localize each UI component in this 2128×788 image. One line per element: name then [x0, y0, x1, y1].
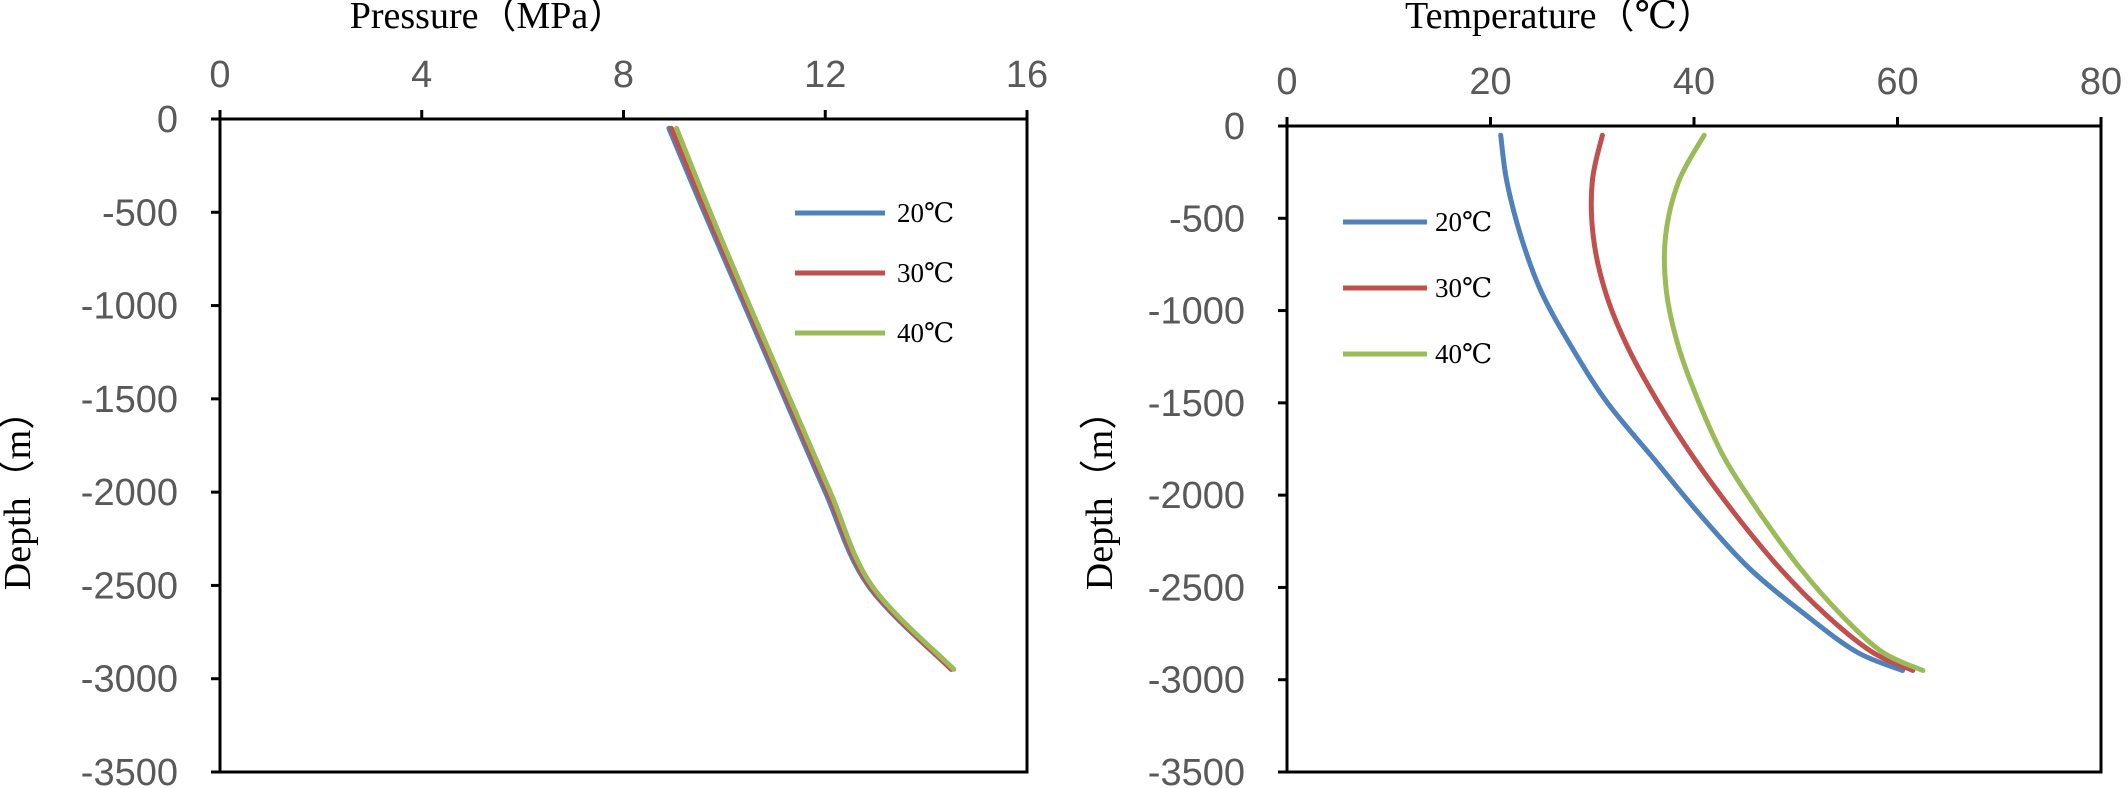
pressure-y-tick-label: -500 — [102, 192, 178, 234]
pressure-y-tick-label: -2000 — [81, 472, 178, 514]
temperature-series-line-40C — [1661, 132, 1926, 673]
pressure-y-axis-title: Depth（m） — [0, 392, 39, 590]
temperature-y-tick-label: -2000 — [1148, 475, 1245, 517]
temperature-legend-label: 40℃ — [1435, 339, 1492, 369]
pressure-y-tick-label: -1000 — [81, 286, 178, 328]
temperature-x-tick-label: 0 — [1276, 61, 1297, 103]
temperature-series-line-30C — [1588, 132, 1916, 673]
pressure-y-tick-label: -3000 — [81, 659, 178, 701]
pressure-y-tick-label: -3500 — [81, 752, 178, 788]
pressure-y-tick-label: -2500 — [81, 565, 178, 607]
temperature-y-tick-label: -3000 — [1148, 660, 1245, 702]
temperature-y-tick-label: -2500 — [1148, 567, 1245, 609]
pressure-x-tick-label: 16 — [1006, 54, 1048, 96]
temperature-legend-label: 20℃ — [1435, 207, 1492, 237]
pressure-x-tick-label: 8 — [613, 54, 634, 96]
temperature-x-tick-label: 40 — [1673, 61, 1715, 103]
pressure-legend-label: 20℃ — [897, 198, 954, 228]
pressure-x-axis-title: Pressure（MPa） — [350, 0, 627, 37]
temperature-y-tick-label: 0 — [1224, 106, 1245, 148]
pressure-legend-label: 40℃ — [897, 318, 954, 348]
pressure-x-tick-label: 0 — [209, 54, 230, 96]
pressure-legend-label: 30℃ — [897, 258, 954, 288]
pressure-x-tick-label: 12 — [804, 54, 846, 96]
temperature-legend-label: 30℃ — [1435, 273, 1492, 303]
temperature-y-tick-label: -1000 — [1148, 291, 1245, 333]
pressure-y-tick-label: 0 — [157, 99, 178, 141]
temperature-x-tick-label: 20 — [1469, 61, 1511, 103]
pressure-series-line-40C — [674, 125, 957, 672]
temperature-chart: 0 20 40 60 80 0 -500 -1000 -1500 -2000 -2500 -3000 -… — [1079, 0, 2122, 788]
pressure-y-tick-label: -1500 — [81, 379, 178, 421]
temperature-series-line-20C — [1498, 132, 1906, 673]
pressure-chart: 0 4 8 12 16 0 -500 -1000 -1500 -2000 -2500 -3000 -35… — [0, 0, 1048, 788]
temperature-y-tick-label: -500 — [1169, 198, 1245, 240]
temperature-y-tick-label: -1500 — [1148, 383, 1245, 425]
temperature-x-axis-title: Temperature（℃） — [1405, 0, 1715, 37]
temperature-y-tick-label: -3500 — [1148, 752, 1245, 788]
temperature-x-tick-label: 80 — [2080, 61, 2122, 103]
temperature-x-tick-label: 60 — [1876, 61, 1918, 103]
temperature-y-axis-title: Depth（m） — [1079, 392, 1121, 590]
pressure-x-tick-label: 4 — [411, 54, 432, 96]
